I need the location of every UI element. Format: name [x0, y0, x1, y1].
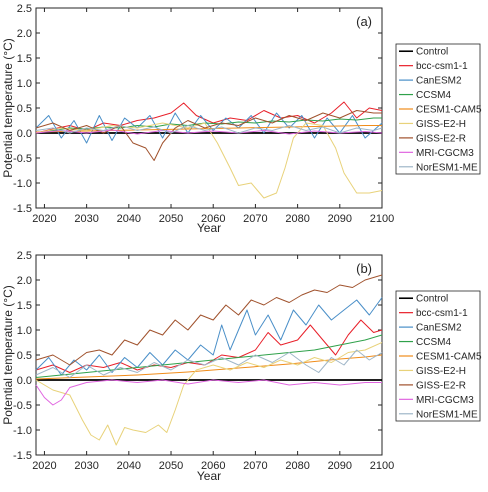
panel-b: 2020 2030 2040 2050 2060 2070 2080 2090 2100 -1.5…	[1, 250, 482, 483]
x-tick-label: 2100	[370, 213, 394, 225]
x-tick-label: 2030	[74, 460, 98, 472]
x-tick-label: 2030	[74, 213, 98, 225]
x-tick-label: 2070	[243, 213, 267, 225]
series-line-canesm2	[35, 297, 383, 376]
y-tick-label: -1.0	[13, 178, 32, 190]
legend-entry: bcc-csm1-1	[416, 308, 468, 319]
legend-entry: NorESM1-ME	[416, 409, 478, 420]
legend-entry: CanESM2	[416, 76, 462, 87]
y-tick-label: -0.5	[13, 153, 32, 165]
x-tick-label: 2040	[117, 460, 141, 472]
y-axis-label: Potential temperature (°C)	[1, 285, 15, 425]
series-line-giss-e2-r	[35, 274, 383, 366]
series-line-mri-cgcm3	[35, 129, 383, 135]
legend-entry: GISS-E2-H	[416, 119, 466, 130]
y-tick-label: 2.5	[17, 3, 32, 15]
x-tick-label: 2080	[285, 460, 309, 472]
x-tick-label: 2020	[32, 460, 56, 472]
y-tick-label: 0.5	[17, 350, 32, 362]
x-tick-label: 2070	[243, 460, 267, 472]
y-tick-label: 2.0	[17, 28, 32, 40]
plot-frame	[35, 254, 383, 456]
y-tick-label: 1.0	[17, 325, 32, 337]
legend-entry: CanESM2	[416, 323, 462, 334]
series-line-bcc-csm1-1	[35, 319, 383, 373]
y-axis-label: Potential temperature (°C)	[1, 38, 15, 178]
series-line-mri-cgcm3	[35, 379, 382, 406]
series-line-giss-e2-h	[35, 342, 383, 446]
x-tick-label: 2020	[32, 213, 56, 225]
y-tick-label: -1.5	[13, 203, 32, 215]
y-tick-label: 0.5	[17, 103, 32, 115]
x-tick-label: 2040	[117, 213, 141, 225]
legend-entry: bcc-csm1-1	[416, 61, 468, 72]
x-tick-label: 2060	[201, 213, 225, 225]
legend-entry: GISS-E2-R	[416, 380, 466, 391]
x-axis-label: Year	[197, 469, 221, 483]
legend-entry: MRI-CGCM3	[416, 395, 474, 406]
x-tick-label: 2090	[328, 460, 352, 472]
plot-frame	[35, 7, 383, 209]
legend-entry: Control	[416, 47, 448, 58]
y-tick-label: 0.0	[17, 375, 32, 387]
legend-entry: GISS-E2-R	[416, 133, 466, 144]
legend-entry: CESM1-CAM5	[416, 352, 482, 363]
x-tick-label: 2100	[370, 460, 394, 472]
series-line-giss-e2-h	[35, 122, 383, 199]
y-tick-label: 1.5	[17, 53, 32, 65]
legend-entry: MRI-CGCM3	[416, 148, 474, 159]
x-tick-label: 2050	[159, 460, 183, 472]
y-tick-label: 2.5	[17, 250, 32, 262]
y-tick-label: -1.5	[13, 450, 32, 462]
x-axis-label: Year	[197, 221, 221, 235]
panel-a: 2020 2030 2040 2050 2060 2070 2080 2090 2100 -1.5…	[1, 3, 482, 235]
legend: Control bcc-csm1-1 CanESM2 CCSM4 CESM1-CAM5 G…	[395, 290, 482, 422]
legend-entry: Control	[416, 294, 448, 305]
y-tick-label: 0.0	[17, 128, 32, 140]
panel-label: (b)	[356, 261, 372, 276]
y-tick-label: 1.5	[17, 300, 32, 312]
y-tick-label: 2.0	[17, 275, 32, 287]
series-line-cesm1-cam5	[35, 354, 383, 380]
y-tick-label: -1.0	[13, 425, 32, 437]
legend-entry: CESM1-CAM5	[416, 105, 482, 116]
legend-entry: CCSM4	[416, 337, 451, 348]
x-tick-label: 2080	[285, 213, 309, 225]
x-tick-label: 2090	[328, 213, 352, 225]
series-line-ccsm4	[35, 117, 382, 134]
y-tick-label: 1.0	[17, 78, 32, 90]
series-line-noresm1-me	[35, 125, 383, 134]
y-tick-label: -0.5	[13, 400, 32, 412]
panel-label: (a)	[356, 14, 372, 29]
legend-entry: CCSM4	[416, 90, 451, 101]
series-line-ccsm4	[35, 334, 383, 378]
legend-entry: GISS-E2-H	[416, 366, 466, 377]
x-tick-label: 2050	[159, 213, 183, 225]
legend-entry: NorESM1-ME	[416, 162, 478, 173]
legend: Control bcc-csm1-1 CanESM2 CCSM4 CESM1-CAM5 G…	[395, 43, 482, 175]
x-tick-label: 2060	[201, 460, 225, 472]
series-line-noresm1-me	[35, 349, 383, 378]
